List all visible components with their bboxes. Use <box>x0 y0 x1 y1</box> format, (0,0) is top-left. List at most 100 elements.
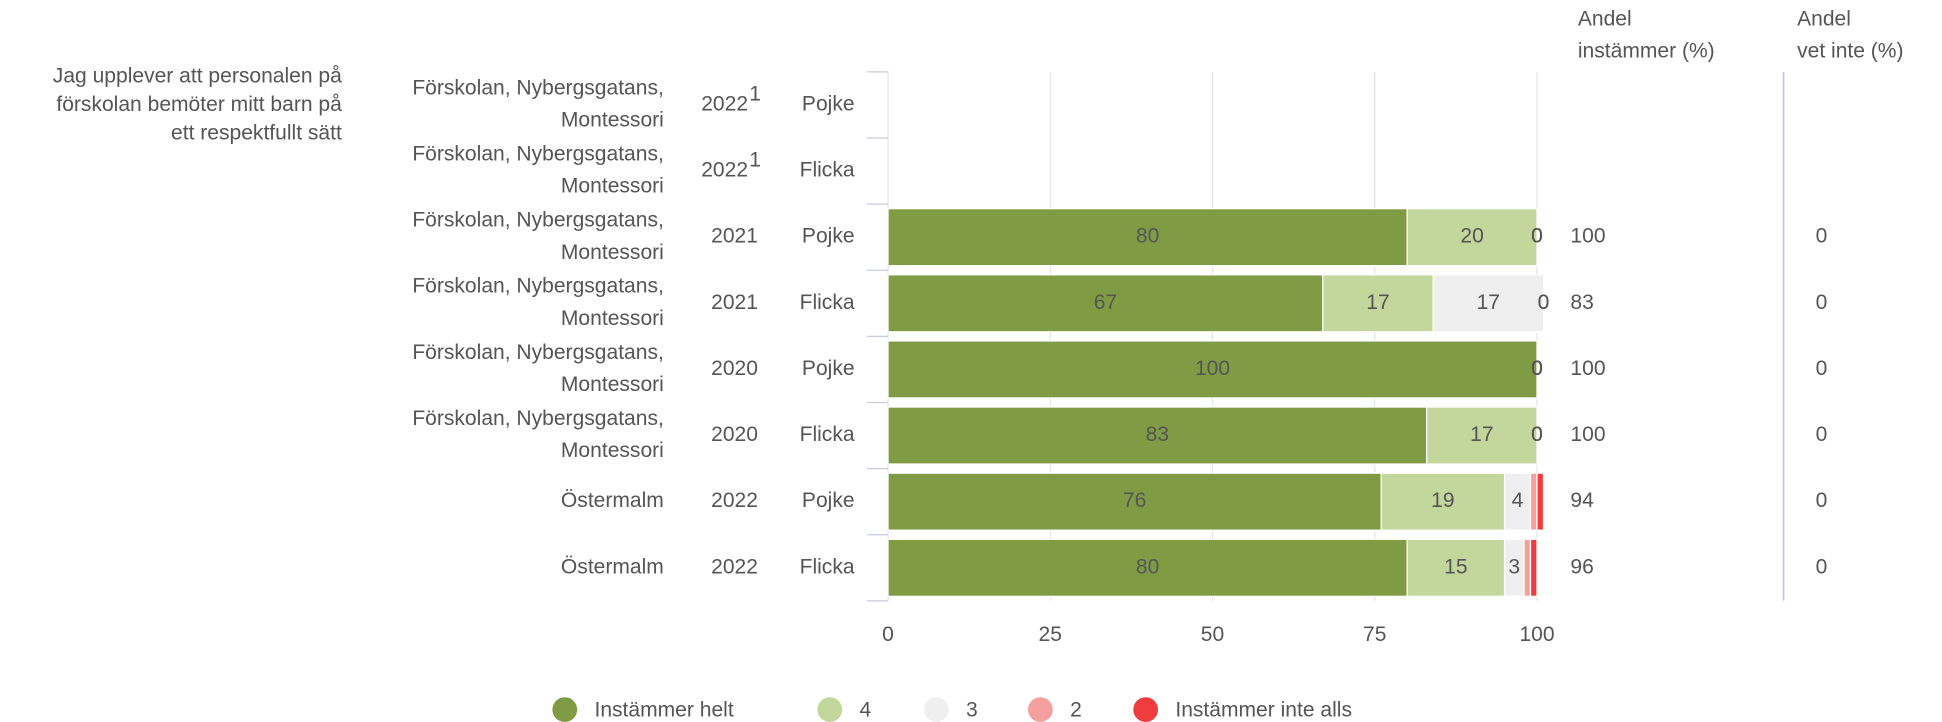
bar-segment <box>1426 406 1538 465</box>
data-label: 0 <box>1531 423 1543 446</box>
x-tick-label: 25 <box>1039 623 1062 646</box>
group-label: Förskolan, Nybergsgatans, <box>412 142 664 165</box>
year-label: 2020 <box>711 357 758 380</box>
data-label: 80 <box>1136 225 1159 248</box>
year-label: 2021 <box>711 291 758 314</box>
legend-swatch <box>1133 697 1159 722</box>
group-label: Förskolan, Nybergsgatans, <box>412 407 664 430</box>
data-label: 17 <box>1366 291 1389 314</box>
legend-swatch <box>923 697 949 722</box>
data-label: 67 <box>1094 291 1117 314</box>
column-header: instämmer (%) <box>1578 40 1715 63</box>
year-label: 2020 <box>711 423 758 446</box>
data-label: 0 <box>1531 357 1543 380</box>
column-value: 94 <box>1570 489 1594 512</box>
question: ett respektfullt sätt <box>171 121 342 144</box>
data-label: 76 <box>1123 489 1146 512</box>
group-label: Förskolan, Nybergsgatans, <box>412 76 664 99</box>
group-label: Montessori <box>561 439 664 462</box>
category-label: Flicka <box>800 291 855 314</box>
group-label: Montessori <box>561 109 664 132</box>
year-note: 1 <box>749 83 761 106</box>
bar-segment <box>1432 274 1545 333</box>
group-label: Förskolan, Nybergsgatans, <box>412 275 664 298</box>
bar-segment <box>887 472 1382 531</box>
question: förskolan bemöter mitt barn på <box>56 93 342 116</box>
data-label: 0 <box>1531 357 1543 380</box>
group-label: Östermalm <box>561 555 664 578</box>
category-label: Pojke <box>802 357 855 380</box>
column-value: 0 <box>1816 225 1828 248</box>
column-value: 0 <box>1816 489 1828 512</box>
bar-segment <box>887 406 1428 465</box>
category-label: Pojke <box>802 489 855 512</box>
legend-swatch <box>817 697 843 722</box>
group-label: Östermalm <box>561 489 664 512</box>
column-value: 100 <box>1570 225 1605 248</box>
column-header: vet inte (%) <box>1797 40 1903 63</box>
group-label: Förskolan, Nybergsgatans, <box>412 209 664 232</box>
bar-segment <box>887 340 1538 399</box>
bar-segment <box>1523 538 1532 597</box>
data-label: 15 <box>1444 555 1467 578</box>
data-label: 17 <box>1470 423 1493 446</box>
bar-segment <box>1529 538 1538 597</box>
group-label: Montessori <box>561 175 664 198</box>
data-label: 0 <box>1531 423 1543 446</box>
column-header: Andel <box>1797 7 1851 30</box>
category-label: Pojke <box>802 225 855 248</box>
legend-label: 3 <box>966 698 978 721</box>
data-label: 0 <box>1531 357 1543 380</box>
data-label: 0 <box>1538 291 1550 314</box>
category-label: Flicka <box>800 423 855 446</box>
legend-label: Instämmer inte alls <box>1175 698 1352 721</box>
bar-segment <box>1536 472 1545 531</box>
legend-label: 2 <box>1070 698 1082 721</box>
data-label: 19 <box>1431 489 1454 512</box>
year-label: 2022 <box>701 159 748 182</box>
column-value: 0 <box>1816 423 1828 446</box>
category-label: Pojke <box>802 92 855 115</box>
data-label: 83 <box>1146 423 1169 446</box>
data-label: 0 <box>1538 291 1550 314</box>
column-value: 0 <box>1816 555 1828 578</box>
data-label: 100 <box>1195 357 1230 380</box>
year-note: 1 <box>749 149 761 172</box>
year-label: 2021 <box>711 225 758 248</box>
group-label: Montessori <box>561 307 664 330</box>
column-header: Andel <box>1578 7 1632 30</box>
year-label: 2022 <box>711 555 758 578</box>
year-label: 2022 <box>701 92 748 115</box>
legend-label: Instämmer helt <box>594 698 733 721</box>
group-label: Montessori <box>561 373 664 396</box>
group-label: Montessori <box>561 241 664 264</box>
year-label: 2022 <box>711 489 758 512</box>
bar-segment <box>887 538 1408 597</box>
x-tick-label: 0 <box>882 623 894 646</box>
column-value: 100 <box>1570 423 1605 446</box>
bar-segment <box>1529 472 1538 531</box>
category-label: Flicka <box>800 159 855 182</box>
column-value: 83 <box>1570 291 1593 314</box>
data-label: 3 <box>1508 555 1520 578</box>
column-value: 96 <box>1570 555 1593 578</box>
column-value: 100 <box>1570 357 1605 380</box>
data-label: 0 <box>1531 357 1543 380</box>
x-tick-label: 75 <box>1363 623 1386 646</box>
bar-segment <box>1406 208 1538 267</box>
bar-segment <box>1406 538 1506 597</box>
group-label: Förskolan, Nybergsgatans, <box>412 341 664 364</box>
bar-segment <box>887 208 1408 267</box>
category-label: Flicka <box>800 555 855 578</box>
data-label: 80 <box>1136 555 1159 578</box>
data-label: 0 <box>1531 225 1543 248</box>
data-label: 17 <box>1477 291 1500 314</box>
data-label: 20 <box>1460 225 1483 248</box>
data-label: 0 <box>1531 423 1543 446</box>
data-label: 0 <box>1531 225 1543 248</box>
data-label: 4 <box>1512 489 1524 512</box>
bar-segment <box>1503 472 1532 531</box>
data-label: 0 <box>1531 225 1543 248</box>
